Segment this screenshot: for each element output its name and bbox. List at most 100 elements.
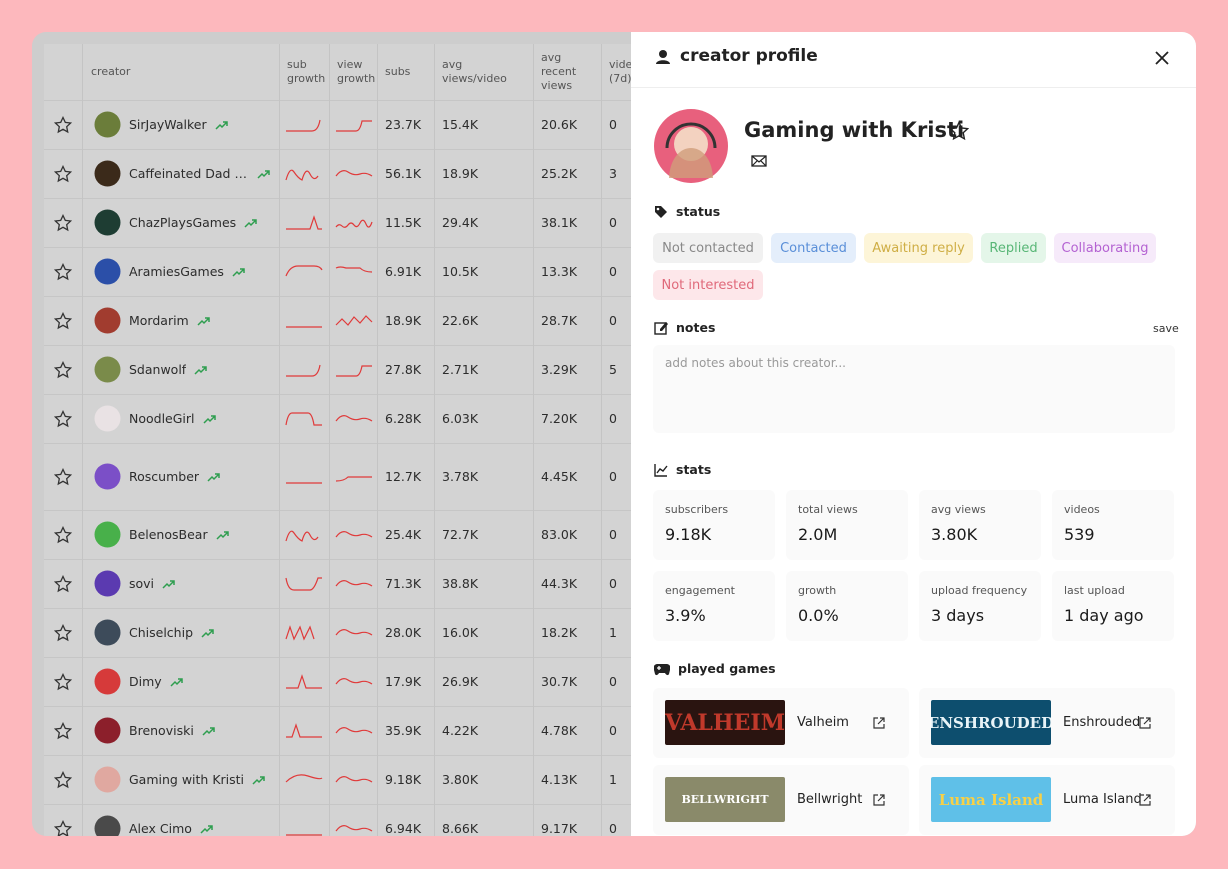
avatar: [94, 356, 121, 383]
game-card: Luma Island Luma Island: [919, 765, 1175, 835]
creator-cell: Sdanwolf: [83, 345, 280, 394]
star-button[interactable]: [54, 574, 72, 593]
status-chip[interactable]: Contacted: [771, 233, 856, 263]
star-button[interactable]: [54, 164, 72, 183]
game-name: Valheim: [797, 715, 849, 730]
avg-views-cell: 8.66K: [435, 804, 534, 836]
trend-icon: [207, 472, 220, 482]
favorite-star[interactable]: [949, 121, 969, 141]
creator-cell: Brenoviski: [83, 706, 280, 755]
trend-icon: [170, 677, 183, 687]
notes-input[interactable]: add notes about this creator...: [653, 345, 1175, 433]
status-label: status: [676, 204, 721, 219]
status-chip[interactable]: Collaborating: [1054, 233, 1156, 263]
star-button[interactable]: [54, 721, 72, 740]
sparkline: [335, 169, 373, 177]
games-heading: played games: [654, 661, 776, 676]
subs-cell: 35.9K: [378, 706, 435, 755]
avatar-circle: [94, 570, 121, 597]
avg-views-cell: 2.71K: [435, 345, 534, 394]
row-divider: [44, 755, 631, 756]
star-cell: [44, 706, 83, 755]
avatar-circle: [94, 356, 121, 383]
status-chip[interactable]: Not contacted: [653, 233, 763, 263]
star-button[interactable]: [54, 115, 72, 134]
status-chip[interactable]: Not interested: [653, 270, 763, 300]
sub-growth-cell: [280, 657, 330, 706]
sparkline: [335, 475, 372, 482]
star-button[interactable]: [54, 819, 72, 837]
avg-recent-cell: 83.0K: [534, 510, 602, 559]
star-button[interactable]: [54, 672, 72, 691]
sub-growth-cell: [280, 198, 330, 247]
row-divider: [44, 608, 631, 609]
creator-cell: ChazPlaysGames: [83, 198, 280, 247]
creator-cell: Caffeinated Dad Gaming: [83, 149, 280, 198]
creator-cell: BelenosBear: [83, 510, 280, 559]
star-button[interactable]: [54, 770, 72, 789]
sparkline-path: [335, 579, 373, 587]
external-link[interactable]: [873, 717, 885, 729]
external-link[interactable]: [1139, 717, 1151, 729]
avatar-circle: [94, 307, 121, 334]
sparkline: [286, 119, 321, 132]
avatar: [94, 111, 121, 138]
creator-cell: Roscumber: [83, 443, 280, 510]
close-button[interactable]: [1155, 51, 1169, 65]
avatar-circle: [94, 619, 121, 646]
game-thumbnail: ENSHROUDED: [931, 700, 1051, 745]
link-shape: [873, 794, 885, 806]
star-cell: [44, 198, 83, 247]
avatar: [94, 815, 121, 836]
stat-value: 1 day ago: [1064, 606, 1144, 625]
avatar: [94, 717, 121, 744]
column-header: videos (7d): [602, 44, 631, 100]
creator-name: Alex Cimo: [129, 821, 192, 836]
star-button[interactable]: [54, 262, 72, 281]
trend-arrow: [162, 579, 175, 589]
avg-views-cell: 26.9K: [435, 657, 534, 706]
avg-recent-cell: 4.45K: [534, 443, 602, 510]
external-link[interactable]: [873, 794, 885, 806]
external-link[interactable]: [1139, 794, 1151, 806]
star-shape: [54, 721, 72, 739]
subs-cell: 56.1K: [378, 149, 435, 198]
save-button[interactable]: save: [1153, 322, 1179, 335]
game-card: BELLWRIGHT Bellwright: [653, 765, 909, 835]
star-button[interactable]: [54, 525, 72, 544]
stat-card: growth 0.0%: [786, 571, 908, 641]
creator-name: Caffeinated Dad Gaming: [129, 166, 249, 181]
avatar-circle: [94, 405, 121, 432]
star-button[interactable]: [54, 409, 72, 428]
trend-arrow: [215, 120, 228, 130]
star-button[interactable]: [54, 360, 72, 379]
avg-recent-cell: 30.7K: [534, 657, 602, 706]
avg-views-cell: 16.0K: [435, 608, 534, 657]
avg-recent-cell: 25.2K: [534, 149, 602, 198]
sub-growth-cell: [280, 394, 330, 443]
subs-cell: 11.5K: [378, 198, 435, 247]
videos-cell: 0: [602, 804, 631, 836]
email-button[interactable]: [751, 155, 767, 167]
trend-arrow: [202, 414, 216, 424]
trend-icon: [216, 530, 229, 540]
avatar: [94, 405, 121, 432]
avg-views-cell: 3.80K: [435, 755, 534, 804]
star-cell: [44, 657, 83, 706]
avg-views-cell: 22.6K: [435, 296, 534, 345]
star-button[interactable]: [54, 213, 72, 232]
row-divider: [44, 394, 631, 395]
sparkline-path: [286, 722, 322, 738]
star-button[interactable]: [54, 311, 72, 330]
avatar-circle: [94, 209, 121, 236]
status-chip[interactable]: Replied: [981, 233, 1046, 263]
trend-icon: [202, 726, 215, 736]
star-cell: [44, 443, 83, 510]
creator-name: ChazPlaysGames: [129, 215, 237, 230]
status-chip[interactable]: Awaiting reply: [864, 233, 973, 263]
star-button[interactable]: [54, 467, 72, 486]
star-shape: [54, 311, 72, 329]
creator-name: Roscumber: [129, 469, 200, 484]
star-button[interactable]: [54, 623, 72, 642]
column-header: subs: [378, 44, 435, 100]
